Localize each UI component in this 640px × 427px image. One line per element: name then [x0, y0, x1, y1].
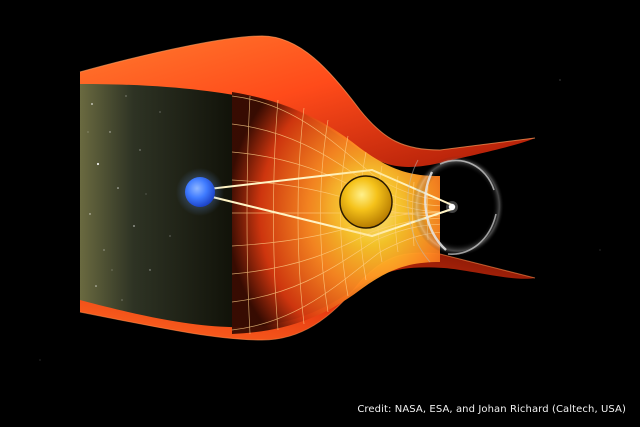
spacetime-sheet-top — [80, 36, 535, 167]
distant-galaxy — [448, 203, 456, 211]
observer-blue-star — [176, 168, 224, 216]
starfield-panel — [80, 72, 232, 334]
image-credit: Credit: NASA, ESA, and Johan Richard (Ca… — [357, 404, 626, 415]
spacetime-sheet-bottom — [80, 252, 535, 340]
lensing-mass — [320, 156, 412, 248]
